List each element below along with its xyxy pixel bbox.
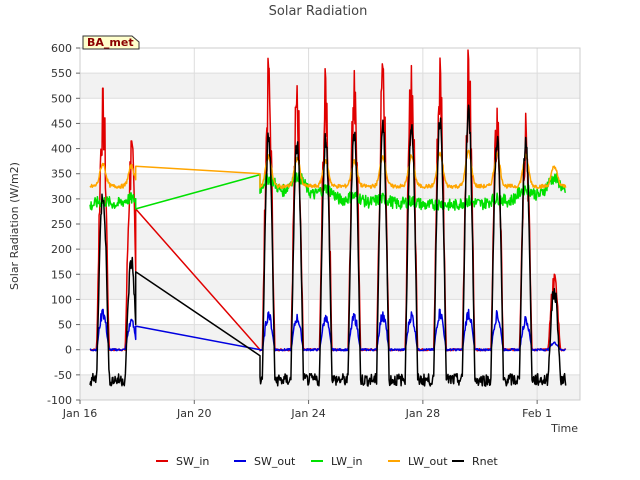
series-lines [89,49,567,387]
x-tick-label: Jan 24 [290,407,325,420]
x-tick-label: Jan 20 [176,407,211,420]
legend-label-rnet: Rnet [472,455,498,468]
y-axis-title: Solar Radiation (W/m2) [8,162,21,290]
chart-title: Solar Radiation [269,4,368,19]
y-tick-label: 500 [51,92,72,105]
legend-label-lw-in: LW_in [331,455,363,468]
y-tick-label: 250 [51,218,72,231]
y-tick-label: 450 [51,117,72,130]
y-tick-label: -50 [54,369,72,382]
y-tick-label: 600 [51,42,72,55]
series-rnet-line [89,104,567,387]
x-tick-label: Feb 1 [522,407,552,420]
legend-label-sw-in: SW_in [176,455,209,468]
site-badge-label: BA_met [87,36,134,49]
y-tick-label: 300 [51,193,72,206]
y-axis-ticks: -100 -50 0 50 100 150 200 250 300 350 400 450 500 550… [47,42,80,407]
grid-band [80,123,580,149]
legend-label-lw-out: LW_out [408,455,448,468]
x-tick-label: Jan 28 [405,407,440,420]
x-tick-label: Jan 16 [62,407,97,420]
series-lw-out-line [89,149,567,190]
legend-label-sw-out: SW_out [254,455,296,468]
y-tick-label: 550 [51,67,72,80]
y-tick-label: 150 [51,268,72,281]
legend: SW_in SW_out LW_in LW_out Rnet [156,455,498,468]
y-tick-label: 50 [58,319,72,332]
y-tick-label: 200 [51,243,72,256]
x-axis-ticks: Jan 16 Jan 20 Jan 24 Jan 28 Feb 1 [62,400,552,420]
grid-band [80,73,580,99]
y-tick-label: 400 [51,143,72,156]
y-tick-label: 0 [65,344,72,357]
site-badge: BA_met [82,35,140,50]
y-tick-label: -100 [47,394,72,407]
y-tick-label: 350 [51,168,72,181]
grid-band [80,374,580,400]
x-axis-title: Time [550,422,578,435]
y-tick-label: 100 [51,293,72,306]
site-badge-box [82,35,140,50]
